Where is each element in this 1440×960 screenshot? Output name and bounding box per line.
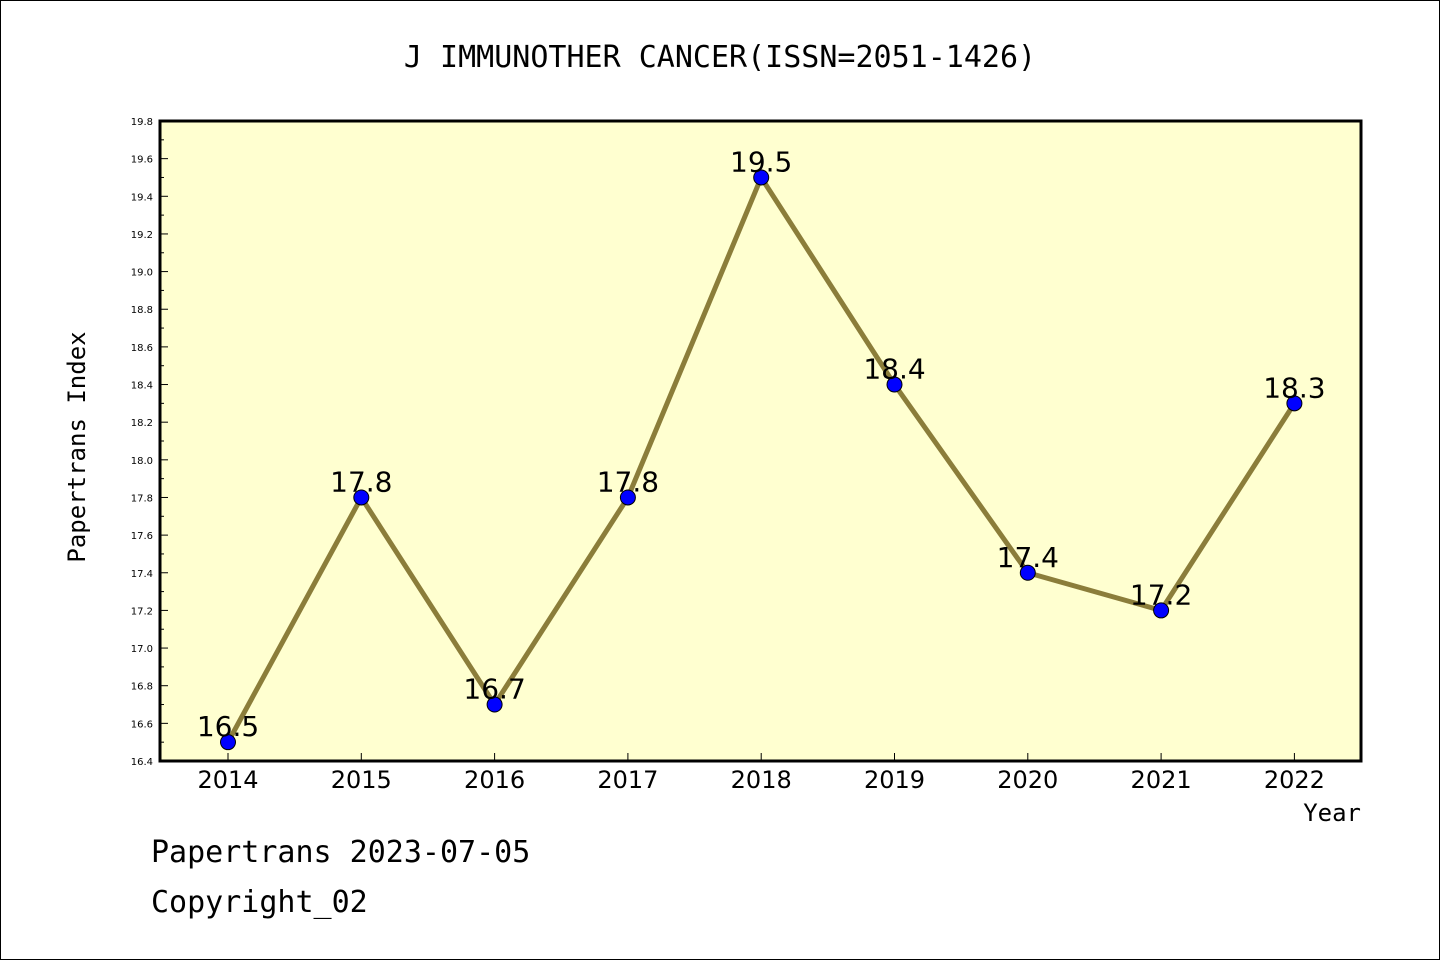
y-tick-label: 18.6 <box>131 343 153 354</box>
data-label: 17.8 <box>597 465 659 498</box>
x-tick-label: 2014 <box>197 766 258 794</box>
y-tick-label: 17.8 <box>131 493 153 504</box>
y-tick-label: 17.0 <box>131 644 153 655</box>
data-point <box>753 169 770 186</box>
x-axis-label: Year <box>1303 799 1361 827</box>
y-tick-label: 19.8 <box>131 117 153 128</box>
x-tick-label: 2021 <box>1131 766 1192 794</box>
data-point <box>353 489 370 506</box>
y-tick-label: 18.2 <box>131 418 153 429</box>
x-tick-label: 2018 <box>731 766 792 794</box>
y-tick-label: 16.6 <box>131 719 153 730</box>
data-point <box>886 376 903 393</box>
data-label: 18.3 <box>1263 371 1325 404</box>
x-tick-label: 2017 <box>597 766 658 794</box>
footer-copyright: Copyright_02 <box>151 885 368 920</box>
chart-title: J IMMUNOTHER CANCER(ISSN=2051-1426) <box>404 40 1036 75</box>
y-tick-label: 19.2 <box>131 230 153 241</box>
data-point <box>220 734 236 751</box>
data-point <box>486 696 503 713</box>
data-point <box>1019 564 1036 581</box>
footer-date: Papertrans 2023-07-05 <box>151 835 531 870</box>
x-tick-label: 2019 <box>864 766 925 794</box>
data-label: 17.8 <box>330 465 392 498</box>
y-tick-label: 18.0 <box>131 456 153 467</box>
y-tick-label: 19.0 <box>131 268 153 279</box>
data-point <box>1286 395 1303 412</box>
data-label: 16.7 <box>463 673 525 706</box>
data-label: 19.5 <box>730 145 792 178</box>
x-tick-label: 2015 <box>331 766 392 794</box>
y-tick-label: 16.4 <box>131 757 153 768</box>
plot-area <box>158 119 1363 763</box>
x-tick-label: 2020 <box>997 766 1058 794</box>
x-tick-label: 2016 <box>464 766 525 794</box>
y-tick-label: 19.4 <box>131 192 153 203</box>
data-point <box>1153 602 1170 619</box>
y-tick-label: 17.2 <box>131 606 153 617</box>
y-tick-label: 18.8 <box>131 305 153 316</box>
data-label: 16.5 <box>197 710 259 743</box>
y-tick-label: 17.4 <box>131 569 153 580</box>
y-tick-label: 17.6 <box>131 531 153 542</box>
data-point <box>619 489 636 506</box>
data-label: 17.4 <box>997 541 1059 574</box>
y-tick-label: 16.8 <box>131 682 153 693</box>
data-label: 18.4 <box>863 353 925 386</box>
data-label: 17.2 <box>1130 578 1192 611</box>
y-axis-label: Papertrans Index <box>63 331 91 562</box>
y-tick-label: 18.4 <box>131 381 153 392</box>
y-tick-label: 19.6 <box>131 155 153 166</box>
x-tick-label: 2022 <box>1264 766 1325 794</box>
